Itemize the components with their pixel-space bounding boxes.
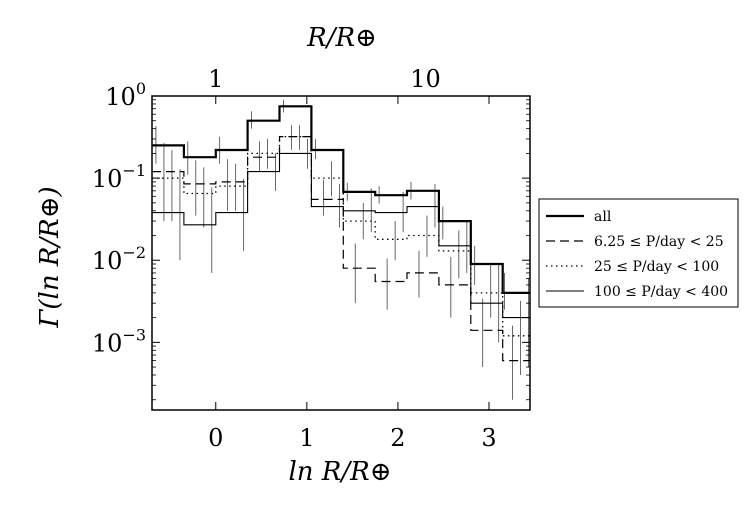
series-1 (152, 99, 530, 310)
x-tick-label: 3 (481, 424, 496, 452)
y-tick-label: 100 (105, 79, 146, 111)
legend-label: 6.25 ≤ P/day < 25 (594, 234, 724, 250)
y-axis-label: Γ(ln R/R⊕) (35, 186, 65, 328)
series-step-line (152, 135, 530, 337)
series-step-line (152, 136, 530, 362)
legend-label: 25 ≤ P/day < 100 (594, 259, 719, 275)
x-tick-label: 0 (208, 424, 223, 452)
legend-label: all (594, 209, 612, 225)
series-3 (152, 125, 530, 376)
x-tick-label: 2 (390, 424, 405, 452)
series-layer (152, 99, 530, 400)
series-2 (152, 125, 530, 400)
x-tick-label: 1 (299, 424, 314, 452)
axes-frame (151, 95, 531, 411)
y-tick-label: 10−2 (92, 243, 146, 275)
top-axis-label: R/R⊕ (306, 23, 377, 53)
legend: all 6.25 ≤ P/day < 25 25 ≤ P/day < 100 100 … (538, 198, 739, 308)
legend-box (538, 198, 739, 308)
series-4 (152, 138, 530, 368)
y-tick-label: 10−3 (92, 325, 146, 357)
x-axis-label: ln R/R⊕ (288, 457, 391, 487)
series-step-line (152, 152, 530, 319)
y-tick-label: 10−1 (92, 161, 146, 193)
tick-layer: 0 1 2 3 1 10 100 10−1 10−2 10−3 (92, 65, 530, 452)
top-tick-label: 1 (208, 65, 223, 93)
series-step-line (152, 105, 530, 294)
top-tick-label: 10 (410, 65, 441, 93)
legend-label: 100 ≤ P/day < 400 (594, 284, 728, 300)
